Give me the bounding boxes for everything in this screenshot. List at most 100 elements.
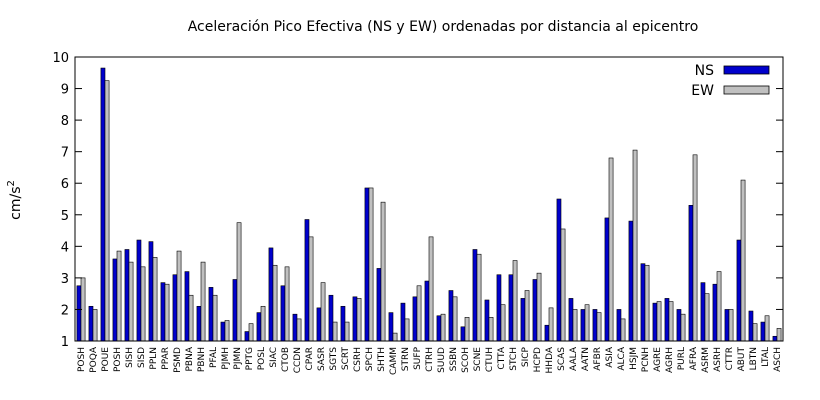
bar-ns-13 <box>232 279 238 342</box>
x-category-label: AALA <box>569 346 579 371</box>
bar-ns-32 <box>460 326 466 342</box>
bar-ns-18 <box>292 313 298 342</box>
x-category-label: PURL <box>677 347 687 370</box>
x-category-label: SHTH <box>377 347 387 372</box>
x-category-label: CTTR <box>725 347 735 370</box>
x-category-label: SUUD <box>437 347 447 373</box>
bar-ns-12 <box>220 321 226 342</box>
bar-ew-23 <box>356 298 362 342</box>
bar-ns-0 <box>76 285 82 342</box>
legend-swatch-ew <box>723 85 770 95</box>
bar-ew-47 <box>644 264 650 342</box>
bar-ew-6 <box>152 257 158 342</box>
bar-ew-3 <box>116 250 122 342</box>
x-category-label: SUFP <box>413 346 423 369</box>
bar-ns-30 <box>436 315 442 342</box>
y-tick-label: 2 <box>61 303 69 318</box>
legend: NS EW <box>691 63 770 99</box>
bar-ew-16 <box>272 264 278 342</box>
bar-ns-7 <box>160 282 166 342</box>
x-category-label: SCOH <box>461 347 471 373</box>
x-category-label: STCH <box>509 347 519 371</box>
y-tick-label: 10 <box>52 51 69 66</box>
x-category-label: CTUH <box>485 347 495 372</box>
y-tick-label: 7 <box>61 146 69 161</box>
y-axis-label-superscript: 2 <box>6 180 17 186</box>
x-category-label: AATN <box>581 347 591 371</box>
bar-ew-39 <box>548 307 554 342</box>
bar-ew-36 <box>512 260 518 342</box>
bar-ew-42 <box>584 304 590 342</box>
x-category-label: ALCA <box>617 346 627 370</box>
bar-ew-43 <box>596 312 602 342</box>
y-tick-label: 9 <box>61 83 69 98</box>
bar-ns-43 <box>592 309 598 342</box>
x-category-label: CPAR <box>305 347 315 371</box>
bar-ns-21 <box>328 294 334 342</box>
x-category-label: LTAL <box>761 347 771 367</box>
x-category-label: POSH <box>77 347 87 372</box>
y-tick-label: 8 <box>61 114 69 129</box>
bar-ns-55 <box>736 239 742 342</box>
bar-ns-8 <box>172 274 178 342</box>
bar-ns-24 <box>364 187 370 342</box>
bar-ns-15 <box>256 312 262 342</box>
bar-ns-14 <box>244 331 250 342</box>
bar-ns-33 <box>472 249 478 342</box>
bar-ew-53 <box>716 271 722 342</box>
bar-ns-26 <box>388 312 394 342</box>
bar-ns-37 <box>520 298 526 342</box>
bar-ew-44 <box>608 157 614 342</box>
bar-ew-20 <box>320 282 326 342</box>
x-category-label: STRN <box>401 347 411 371</box>
bar-ew-13 <box>236 222 242 342</box>
y-axis-label: cm/s2 <box>6 180 24 220</box>
bar-ns-57 <box>760 321 766 342</box>
bar-ew-55 <box>740 179 746 342</box>
bar-ew-32 <box>464 317 470 342</box>
bar-ns-47 <box>640 263 646 342</box>
bar-ns-48 <box>652 302 658 342</box>
x-category-label: HHDA <box>545 346 555 373</box>
bar-ns-27 <box>400 302 406 342</box>
bar-ew-50 <box>680 313 686 342</box>
bar-ns-11 <box>208 287 214 342</box>
bar-ns-6 <box>148 241 154 342</box>
x-category-label: PFAL <box>209 347 219 368</box>
bar-ew-7 <box>164 283 170 342</box>
bar-ew-40 <box>560 228 566 342</box>
bar-ew-4 <box>128 261 134 342</box>
bar-ns-40 <box>556 198 562 342</box>
x-category-label: LBTN <box>749 347 759 370</box>
x-category-label: SIAC <box>269 347 279 368</box>
x-category-label: CAMM <box>389 347 399 375</box>
x-category-label: AGRH <box>665 347 675 373</box>
bar-ew-27 <box>404 318 410 342</box>
x-category-label: AFRA <box>689 346 699 370</box>
bar-ns-56 <box>748 310 754 342</box>
x-category-label: PPLN <box>149 347 159 370</box>
bar-ew-35 <box>500 304 506 342</box>
bar-ew-9 <box>188 294 194 342</box>
bar-ew-37 <box>524 290 530 342</box>
x-category-label: SICP <box>521 346 531 367</box>
bar-ns-54 <box>724 309 730 342</box>
bar-ew-1 <box>92 309 98 342</box>
x-category-label: PPAR <box>161 347 171 370</box>
x-category-label: SGTS <box>329 347 339 371</box>
bar-ns-1 <box>88 305 94 342</box>
bar-ns-25 <box>376 268 382 342</box>
bar-ew-31 <box>452 296 458 342</box>
bar-ew-25 <box>380 201 386 342</box>
bar-ew-2 <box>104 80 110 342</box>
bar-ns-51 <box>688 205 694 342</box>
bar-ns-29 <box>424 280 430 342</box>
x-category-label: SCNE <box>473 347 483 372</box>
bar-ns-36 <box>508 274 514 342</box>
bar-ns-44 <box>604 217 610 342</box>
bar-ew-12 <box>224 320 230 342</box>
bar-ew-11 <box>212 294 218 342</box>
x-category-label: SSBN <box>449 347 459 371</box>
x-category-label: CTRH <box>425 347 435 372</box>
